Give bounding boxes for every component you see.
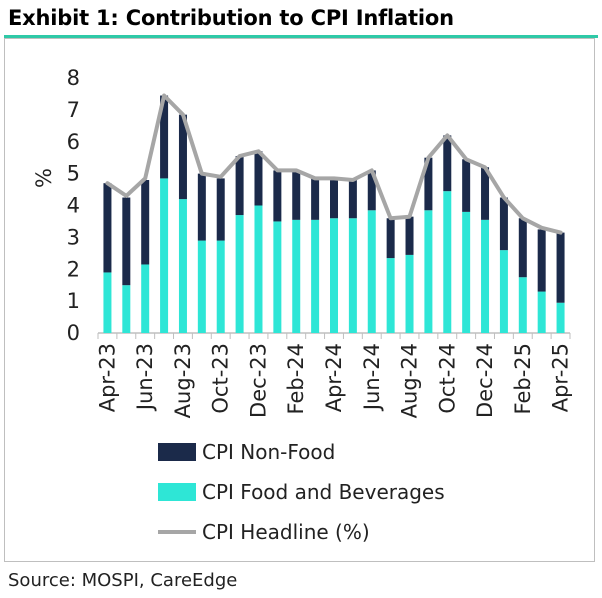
- bar-non-food: [424, 157, 433, 211]
- bar-food-beverages: [273, 221, 282, 333]
- chart-title: Exhibit 1: Contribution to CPI Inflation: [8, 6, 454, 30]
- headline-line: [105, 93, 563, 235]
- legend-label: CPI Headline (%): [202, 520, 370, 544]
- bar-food-beverages: [424, 210, 433, 333]
- bar-non-food: [235, 156, 244, 216]
- y-tick-label: 6: [67, 130, 80, 154]
- bar-food-beverages: [330, 218, 338, 333]
- bar-food-beverages: [462, 211, 471, 333]
- bar-food-beverages: [160, 178, 169, 333]
- y-tick-label: 1: [67, 289, 80, 313]
- bar-non-food: [254, 151, 263, 206]
- bar-non-food: [103, 183, 112, 273]
- x-tick-label: Apr-24: [322, 343, 346, 412]
- bar-non-food: [197, 173, 206, 241]
- headline-series-line: [105, 93, 563, 235]
- legend-swatch: [158, 483, 196, 501]
- bar-non-food: [499, 197, 508, 251]
- bar-non-food: [405, 216, 414, 255]
- bar-food-beverages: [122, 285, 131, 333]
- x-tick-label: Apr-25: [549, 343, 573, 412]
- source-note: Source: MOSPI, CareEdge: [8, 570, 238, 591]
- bar-food-beverages: [499, 250, 508, 333]
- bar-food-beverages: [443, 191, 452, 333]
- bar-food-beverages: [556, 302, 565, 333]
- y-tick-label: 5: [67, 162, 80, 186]
- bar-non-food: [518, 218, 527, 278]
- x-tick-label: Jun-23: [133, 343, 157, 412]
- legend-label: CPI Food and Beverages: [202, 480, 445, 504]
- bar-food-beverages: [235, 215, 244, 333]
- bar-non-food: [462, 159, 471, 212]
- x-tick-label: Feb-25: [511, 343, 535, 414]
- y-axis-label: %: [32, 168, 56, 188]
- bar-non-food: [386, 218, 395, 259]
- bar-food-beverages: [197, 240, 206, 333]
- x-tick-label: Aug-23: [171, 343, 195, 418]
- bar-non-food: [178, 114, 187, 200]
- y-tick-label: 3: [67, 225, 80, 249]
- bar-food-beverages: [518, 277, 527, 333]
- y-tick-label: 2: [67, 257, 80, 281]
- bar-food-beverages: [141, 264, 150, 333]
- bar-food-beverages: [254, 205, 263, 333]
- bars: [103, 95, 565, 333]
- title-rule: [4, 35, 598, 38]
- x-tick-label: Oct-24: [435, 343, 459, 414]
- bar-non-food: [311, 178, 320, 220]
- y-tick-label: 0: [67, 321, 80, 345]
- bar-food-beverages: [537, 291, 546, 333]
- x-tick-label: Aug-24: [398, 343, 422, 418]
- bar-non-food: [141, 180, 150, 265]
- y-tick-label: 8: [67, 66, 80, 90]
- bar-food-beverages: [405, 254, 414, 333]
- chart-frame: [4, 38, 595, 562]
- bar-food-beverages: [367, 210, 376, 333]
- y-tick-label: 4: [67, 194, 80, 218]
- bar-food-beverages: [103, 272, 112, 333]
- x-tick-label: Feb-24: [284, 343, 308, 414]
- bar-food-beverages: [481, 219, 490, 333]
- bar-non-food: [556, 232, 565, 303]
- axes: 0 1 2 3 4 5 6 7 8% Apr-23 Jun-23 Aug-23 Oct-23 Dec-23…: [32, 66, 573, 418]
- bar-non-food: [481, 167, 490, 220]
- x-tick-label: Jun-24: [360, 343, 384, 412]
- bar-non-food: [216, 178, 225, 241]
- bar-non-food: [273, 170, 282, 222]
- x-tick-label: Dec-24: [473, 343, 497, 418]
- bar-non-food: [367, 170, 376, 211]
- y-tick-label: 7: [67, 98, 80, 122]
- bar-non-food: [348, 180, 357, 219]
- bar-food-beverages: [386, 258, 395, 333]
- bar-food-beverages: [311, 219, 320, 333]
- bar-food-beverages: [348, 218, 357, 333]
- bar-food-beverages: [216, 240, 225, 333]
- bar-non-food: [443, 135, 452, 192]
- legend: CPI Non-Food CPI Food and Beverages CPI He…: [158, 440, 445, 544]
- bar-non-food: [330, 178, 338, 219]
- bar-non-food: [537, 229, 546, 292]
- bar-non-food: [122, 197, 131, 286]
- legend-swatch: [158, 443, 196, 461]
- x-tick-label: Apr-23: [95, 343, 119, 412]
- bar-non-food: [292, 170, 301, 220]
- legend-label: CPI Non-Food: [202, 440, 335, 464]
- bar-non-food: [160, 95, 169, 179]
- bar-food-beverages: [292, 219, 301, 333]
- x-tick-label: Oct-23: [209, 343, 233, 414]
- bar-food-beverages: [178, 199, 187, 333]
- x-tick-label: Dec-23: [246, 343, 270, 418]
